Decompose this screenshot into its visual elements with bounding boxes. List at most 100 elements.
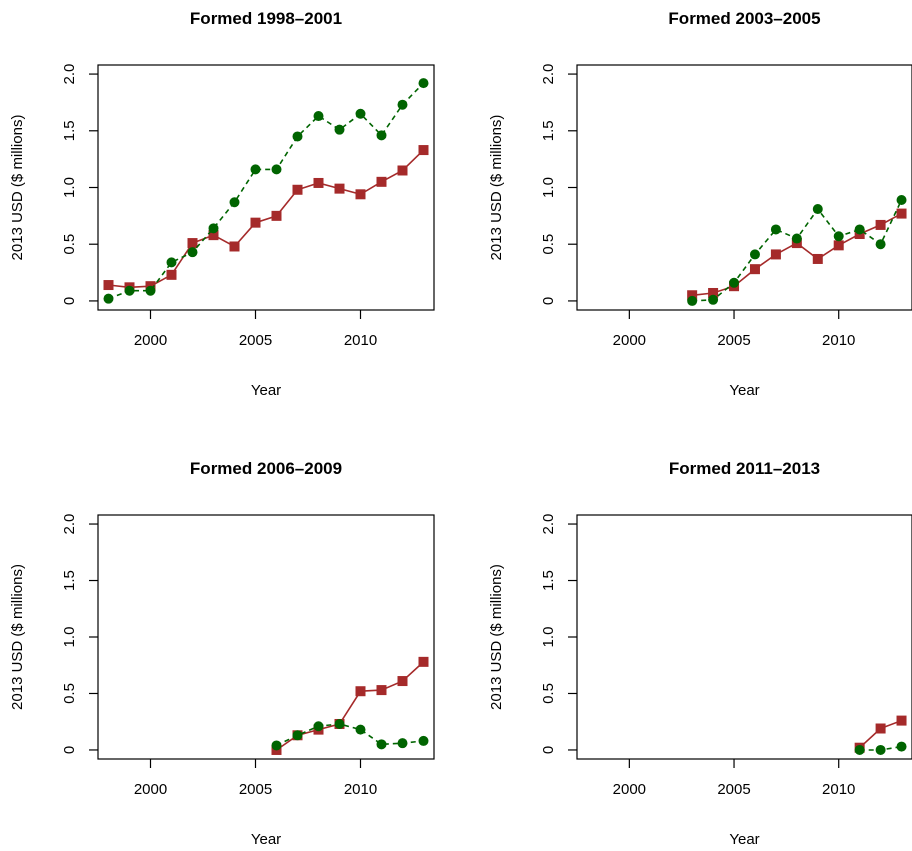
y-tick-label: 2.0 — [61, 64, 78, 85]
plot-frame — [97, 64, 435, 311]
y-tick-label: 0.5 — [61, 683, 78, 704]
data-point-circle — [687, 295, 698, 306]
data-point-square — [166, 269, 177, 280]
data-point-circle — [334, 718, 345, 729]
chart-panel-4: Formed 2011–2013 2000 2005 2010 0 0.5 1.0 1.5 2.… — [488, 459, 912, 848]
data-point-circle — [397, 738, 408, 749]
data-point-circle — [812, 204, 823, 215]
data-point-circle — [271, 164, 282, 175]
data-point-square — [313, 177, 324, 188]
y-tick-label: 1.5 — [61, 120, 78, 141]
data-point-circle — [749, 249, 760, 260]
data-point-circle — [103, 293, 114, 304]
x-axis-label: Year — [251, 382, 281, 399]
data-point-square — [376, 685, 387, 696]
x-axis-label: Year — [251, 831, 281, 848]
data-point-circle — [875, 744, 886, 755]
plot-area — [687, 194, 907, 306]
y-tick-label: 0 — [540, 297, 557, 305]
y-axis-label: 2013 USD ($ millions) — [488, 115, 505, 261]
data-point-circle — [376, 739, 387, 750]
chart-title: Formed 2011–2013 — [669, 459, 820, 478]
data-point-circle — [854, 224, 865, 235]
data-point-square — [770, 249, 781, 260]
data-point-circle — [729, 277, 740, 288]
data-point-circle — [854, 744, 865, 755]
data-point-circle — [166, 257, 177, 268]
data-point-square — [271, 210, 282, 221]
y-axis-label: 2013 USD ($ millions) — [9, 564, 26, 710]
data-point-square — [397, 676, 408, 687]
data-point-square — [355, 189, 366, 200]
data-point-square — [812, 253, 823, 264]
data-point-square — [208, 230, 219, 241]
plot-frame — [576, 514, 912, 760]
data-point-square — [292, 184, 303, 195]
data-point-circle — [791, 233, 802, 244]
data-point-circle — [355, 108, 366, 119]
y-tick-label: 1.0 — [540, 177, 557, 198]
y-tick-label: 1.0 — [61, 177, 78, 198]
chart-panel-1: Formed 1998–2001 2000 2005 2010 0 0.5 1.0 1.5 2.… — [9, 9, 435, 399]
data-point-circle — [896, 741, 907, 752]
plot-area — [854, 715, 907, 755]
data-point-circle — [250, 164, 261, 175]
chart-panel-3: Formed 2006–2009 2000 2005 2010 0 0.5 1.0 1.5 2.… — [9, 459, 435, 848]
chart-panel-2: Formed 2003–2005 2000 2005 2010 0 0.5 1.0 1.5 2.… — [488, 9, 912, 399]
y-tick-label: 1.0 — [61, 627, 78, 648]
data-point-circle — [271, 740, 282, 751]
y-tick-label: 2.0 — [61, 514, 78, 535]
x-tick-label: 2005 — [239, 781, 272, 798]
y-tick-label: 0 — [61, 746, 78, 754]
series-line-circle — [692, 199, 903, 302]
series-line-square — [108, 149, 425, 289]
data-point-circle — [208, 223, 219, 234]
data-point-circle — [896, 194, 907, 205]
data-point-square — [875, 219, 886, 230]
data-point-circle — [187, 247, 198, 258]
plot-frame — [97, 514, 435, 760]
y-tick-label: 1.5 — [540, 120, 557, 141]
data-point-circle — [292, 131, 303, 142]
x-tick-label: 2000 — [613, 332, 646, 349]
data-point-square — [687, 290, 698, 301]
x-tick-label: 2000 — [613, 781, 646, 798]
series-line-circle — [108, 82, 425, 300]
series-line-square — [692, 212, 902, 297]
data-point-square — [355, 686, 366, 697]
plot-area — [103, 78, 429, 304]
data-point-square — [250, 217, 261, 228]
data-point-circle — [313, 111, 324, 122]
y-axis-label: 2013 USD ($ millions) — [9, 115, 26, 261]
data-point-square — [896, 715, 907, 726]
data-point-square — [875, 723, 886, 734]
data-point-circle — [292, 730, 303, 741]
y-tick-label: 0.5 — [61, 234, 78, 255]
data-point-circle — [770, 224, 781, 235]
x-axis-label: Year — [729, 382, 759, 399]
data-point-square — [334, 183, 345, 194]
x-tick-label: 2000 — [134, 332, 167, 349]
data-point-circle — [875, 239, 886, 250]
x-tick-label: 2005 — [717, 332, 750, 349]
x-tick-label: 2010 — [822, 332, 855, 349]
data-point-square — [376, 176, 387, 187]
y-tick-label: 2.0 — [540, 64, 557, 85]
data-point-square — [418, 145, 429, 156]
data-point-circle — [833, 231, 844, 242]
data-point-circle — [418, 78, 429, 89]
data-point-circle — [418, 735, 429, 746]
x-tick-label: 2010 — [344, 332, 377, 349]
data-point-square — [229, 241, 240, 252]
chart-title: Formed 1998–2001 — [190, 9, 342, 28]
x-tick-label: 2000 — [134, 781, 167, 798]
y-tick-label: 0 — [540, 746, 557, 754]
y-tick-label: 0 — [61, 297, 78, 305]
x-tick-label: 2010 — [344, 781, 377, 798]
plot-area — [271, 656, 429, 755]
data-point-square — [896, 208, 907, 219]
data-point-circle — [334, 124, 345, 135]
chart-title: Formed 2003–2005 — [668, 9, 820, 28]
data-point-square — [708, 287, 719, 298]
x-tick-label: 2005 — [717, 781, 750, 798]
